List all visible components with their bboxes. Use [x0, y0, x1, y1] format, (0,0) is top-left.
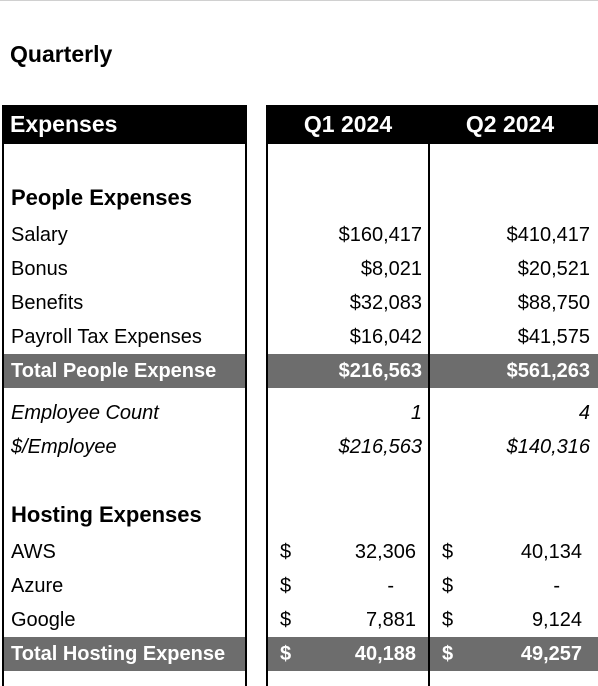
per-employee-label: $/Employee	[11, 436, 117, 458]
q2-employee-count: 4	[578, 402, 590, 424]
total-hosting-band: Total Hosting Expense	[4, 637, 245, 671]
q1-total-people: $216,563	[338, 360, 422, 382]
employee-count-label: Employee Count	[11, 402, 159, 424]
top-divider	[0, 0, 598, 1]
q1-total-people-band: $216,563	[268, 354, 428, 388]
q1-benefits: $32,083	[349, 292, 422, 314]
people-section-title: People Expenses	[11, 185, 192, 210]
q1-azure: -	[387, 575, 394, 597]
q2-google-currency: $	[442, 609, 454, 631]
row-label-payroll-tax: Payroll Tax Expenses	[11, 326, 202, 348]
q1-column: Q1 2024 $160,417 $8,021 $32,083 $16,042 …	[266, 105, 430, 686]
total-people-label: Total People Expense	[11, 360, 217, 382]
q2-total-hosting-currency: $	[442, 643, 454, 665]
q2-per-employee: $140,316	[506, 436, 590, 458]
page-title: Quarterly	[10, 41, 113, 67]
row-label-google: Google	[11, 609, 76, 631]
q1-google: 7,881	[365, 609, 416, 631]
q1-aws-currency: $	[280, 541, 292, 563]
expenses-header: Expenses	[4, 105, 245, 144]
q2-aws-currency: $	[442, 541, 454, 563]
q1-bonus: $8,021	[360, 258, 422, 280]
row-label-azure: Azure	[11, 575, 64, 597]
q2-payroll-tax: $41,575	[517, 326, 590, 348]
row-label-aws: AWS	[11, 541, 56, 563]
total-hosting-label: Total Hosting Expense	[11, 643, 226, 665]
q1-total-hosting: 40,188	[354, 643, 416, 665]
q1-aws: 32,306	[354, 541, 416, 563]
row-label-bonus: Bonus	[11, 258, 68, 280]
label-column: Expenses People Expenses Salary Bonus Be…	[2, 105, 247, 686]
q2-total-hosting-band: $ 49,257	[430, 637, 598, 671]
q1-google-currency: $	[280, 609, 292, 631]
hosting-section-title: Hosting Expenses	[11, 502, 202, 527]
q2-header: Q2 2024	[430, 105, 598, 144]
q1-header: Q1 2024	[268, 105, 428, 144]
q2-aws: 40,134	[520, 541, 582, 563]
q1-azure-currency: $	[280, 575, 292, 597]
row-label-benefits: Benefits	[11, 292, 84, 314]
q1-salary: $160,417	[338, 224, 422, 246]
q2-azure-currency: $	[442, 575, 454, 597]
q2-total-people-band: $561,263	[430, 354, 598, 388]
q1-per-employee: $216,563	[338, 436, 422, 458]
q2-benefits: $88,750	[517, 292, 590, 314]
total-people-band: Total People Expense	[4, 354, 245, 388]
q2-total-hosting: 49,257	[520, 643, 582, 665]
q2-column: Q2 2024 $410,417 $20,521 $88,750 $41,575…	[428, 105, 598, 686]
q1-employee-count: 1	[410, 402, 422, 424]
q1-total-hosting-band: $ 40,188	[268, 637, 428, 671]
q2-salary: $410,417	[506, 224, 590, 246]
q2-total-people: $561,263	[506, 360, 590, 382]
row-label-salary: Salary	[11, 224, 68, 246]
q1-payroll-tax: $16,042	[349, 326, 422, 348]
q2-azure: -	[553, 575, 560, 597]
q2-bonus: $20,521	[517, 258, 590, 280]
q1-total-hosting-currency: $	[280, 643, 292, 665]
q2-google: 9,124	[531, 609, 582, 631]
